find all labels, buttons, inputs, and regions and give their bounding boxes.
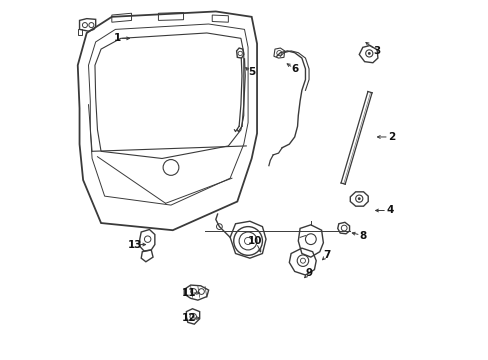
Text: 4: 4: [385, 206, 393, 216]
Text: 8: 8: [359, 231, 366, 240]
Text: 6: 6: [290, 64, 298, 74]
Text: 7: 7: [323, 250, 330, 260]
Text: 11: 11: [182, 288, 196, 298]
Text: 10: 10: [247, 236, 262, 246]
Text: 1: 1: [113, 33, 121, 43]
Text: 3: 3: [373, 46, 380, 56]
Text: 5: 5: [247, 67, 255, 77]
Text: 13: 13: [128, 239, 142, 249]
Circle shape: [357, 197, 360, 200]
Circle shape: [192, 316, 194, 318]
Text: 2: 2: [387, 132, 394, 142]
Text: 9: 9: [305, 268, 312, 278]
Text: 12: 12: [182, 313, 196, 323]
Circle shape: [367, 52, 370, 55]
